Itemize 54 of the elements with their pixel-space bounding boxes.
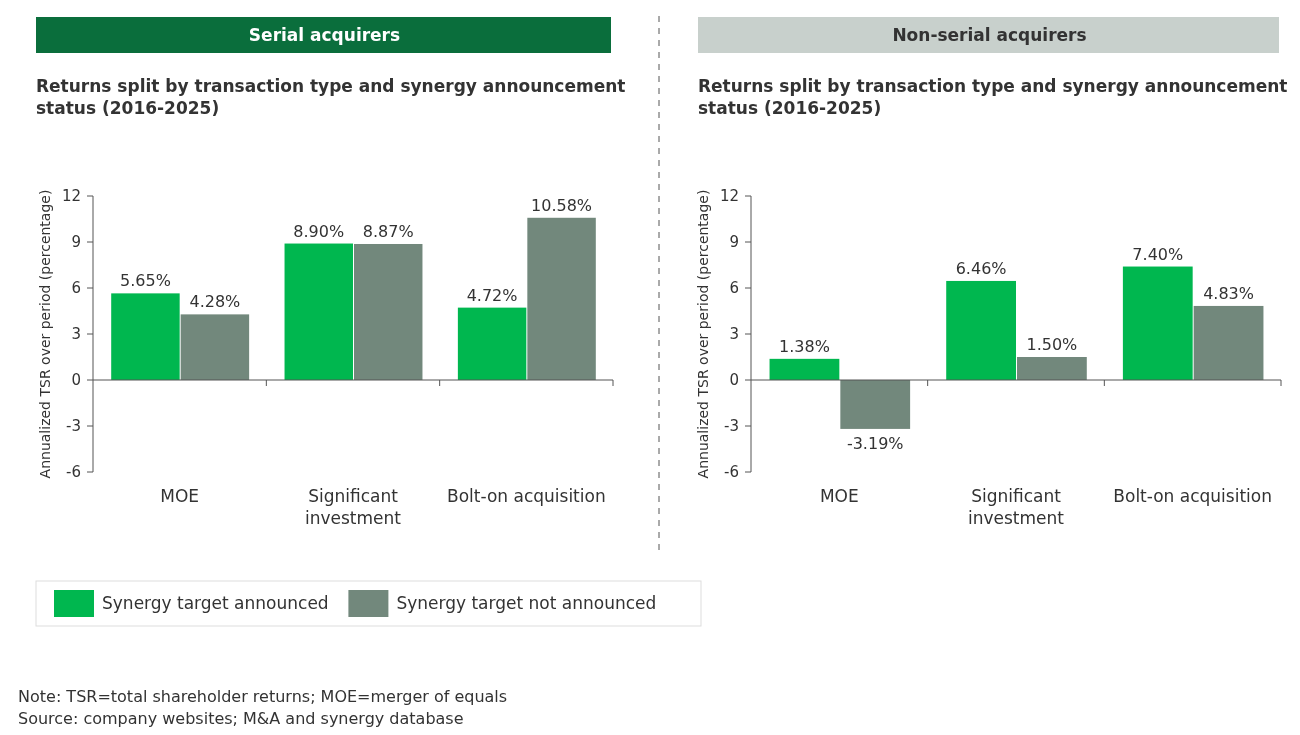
y-tick-label: -6 <box>66 463 81 481</box>
y-tick-label: 6 <box>71 279 81 297</box>
y-tick-label: -6 <box>724 463 739 481</box>
y-tick-label: -3 <box>724 417 739 435</box>
y-axis-title: Annualized TSR over period (percentage) <box>37 189 53 479</box>
data-label: 4.72% <box>466 285 518 305</box>
bar <box>527 217 596 380</box>
x-tick-label: Significant investment <box>305 486 402 528</box>
y-tick-label: 12 <box>719 187 739 205</box>
data-label: 10.58% <box>531 195 593 215</box>
x-tick-label: Bolt-on acquisition <box>446 486 606 506</box>
text: Note: TSR=total shareholder returns; MOE=merger of equals <box>18 687 508 706</box>
data-label: 8.87% <box>362 221 414 241</box>
chart-subtitle: Returns split by transaction type and synergy announcement status (2016-2025) <box>36 76 626 118</box>
bar <box>1122 266 1193 380</box>
y-tick-label: 3 <box>729 325 739 343</box>
bar <box>1193 305 1264 380</box>
y-tick-label: 9 <box>71 233 81 251</box>
x-tick-label: MOE <box>160 486 200 506</box>
y-tick-label: 0 <box>729 371 739 389</box>
bar <box>946 280 1016 380</box>
x-tick-label: Bolt-on acquisition <box>1113 486 1273 506</box>
y-tick-label: 0 <box>71 371 81 389</box>
chart-subtitle: Returns split by transaction type and synergy announcement status (2016-2025) <box>698 76 1288 118</box>
bar <box>180 314 250 380</box>
y-tick-label: 12 <box>61 187 81 205</box>
data-label: 5.65% <box>120 271 171 291</box>
bar <box>1017 357 1087 380</box>
bar <box>457 307 527 380</box>
y-tick-label: 9 <box>729 233 739 251</box>
legend-label: Synergy target not announced <box>396 593 657 613</box>
data-label: 4.28% <box>189 292 241 312</box>
y-tick-label: 3 <box>71 325 81 343</box>
y-tick-label: 6 <box>729 279 739 297</box>
data-label: 6.46% <box>955 258 1007 278</box>
bar <box>840 380 911 429</box>
data-label: 1.38% <box>779 336 830 356</box>
x-tick-label: MOE <box>819 486 859 506</box>
y-axis-title: Annualized TSR over period (percentage) <box>695 189 711 479</box>
bar <box>111 293 180 380</box>
chart-title: Serial acquirers <box>248 25 401 45</box>
data-label: -3.19% <box>846 433 904 453</box>
bar <box>354 243 423 380</box>
source-note: Source: company websites; M&A and synergy database <box>18 709 464 728</box>
data-label: 7.40% <box>1132 244 1184 264</box>
data-label: 1.50% <box>1026 335 1078 354</box>
data-label: 4.83% <box>1203 283 1254 303</box>
bar <box>284 243 353 380</box>
chart-title: Non-serial acquirers <box>892 25 1087 45</box>
legend-label: Synergy target announced <box>102 593 329 613</box>
bar <box>769 358 840 380</box>
x-tick-label: Significant investment <box>968 486 1065 528</box>
data-label: 8.90% <box>293 221 345 241</box>
y-tick-label: -3 <box>66 417 81 435</box>
